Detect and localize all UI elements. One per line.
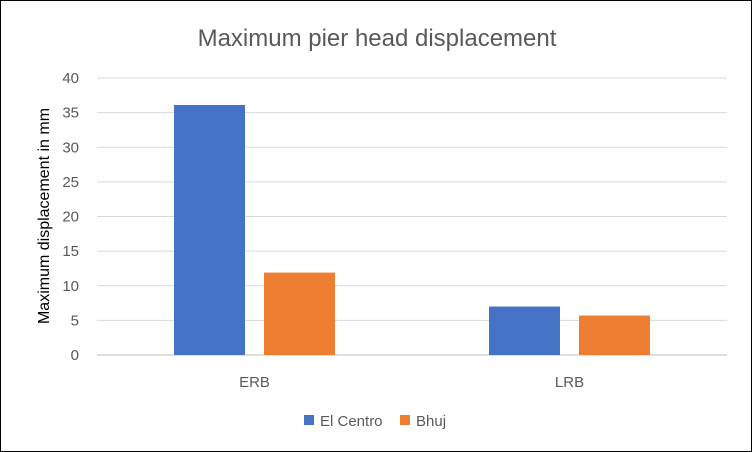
legend-swatch xyxy=(400,415,410,425)
x-tick-label: LRB xyxy=(555,374,584,391)
y-tick-label: 20 xyxy=(62,209,79,226)
y-tick-label: 35 xyxy=(62,105,79,122)
bars xyxy=(174,105,650,355)
x-tick-label: ERB xyxy=(239,374,270,391)
bar-erb-bhuj xyxy=(264,272,335,355)
bar-lrb-el-centro xyxy=(489,306,560,355)
y-tick-label: 0 xyxy=(71,347,79,364)
legend-label: Bhuj xyxy=(416,413,446,430)
legend-item-bhuj: Bhuj xyxy=(400,413,446,430)
bar-lrb-bhuj xyxy=(579,315,650,355)
y-tick-label: 10 xyxy=(62,278,79,295)
legend-label: El Centro xyxy=(320,413,383,430)
y-tick-label: 30 xyxy=(62,139,79,156)
y-tick-label: 25 xyxy=(62,174,79,191)
chart-title: Maximum pier head displacement xyxy=(198,25,557,52)
y-axis-label: Maximum displacement in mm xyxy=(36,108,53,324)
legend: El Centro Bhuj xyxy=(304,413,446,430)
y-tick-label: 40 xyxy=(62,70,79,87)
legend-swatch xyxy=(304,415,314,425)
y-tick-label: 5 xyxy=(71,312,79,329)
tick-labels: 0 5 10 15 20 25 30 35 40 ERB LRB xyxy=(62,70,584,391)
legend-item-el-centro: El Centro xyxy=(304,413,383,430)
y-tick-label: 15 xyxy=(62,243,79,260)
bar-erb-el-centro xyxy=(174,105,245,355)
